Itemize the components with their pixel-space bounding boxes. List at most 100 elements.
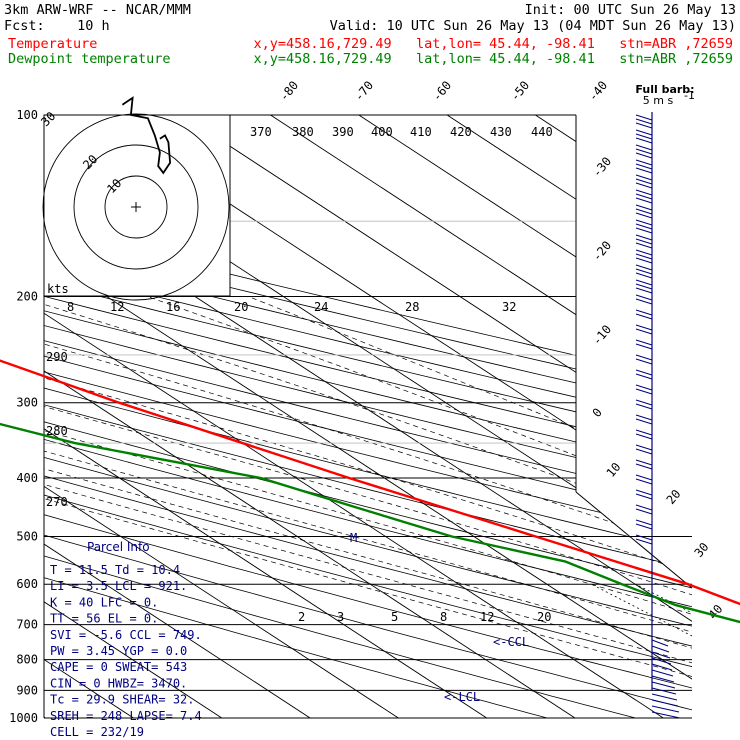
wind-barb	[635, 159, 653, 166]
temp-tick-label: -80	[277, 78, 302, 104]
temp-tick-label: 40	[706, 602, 726, 622]
wind-barb	[635, 523, 653, 530]
wind-barb	[635, 148, 653, 155]
dry-adiabat	[44, 115, 692, 718]
wind-barb	[635, 399, 653, 406]
wind-barb	[651, 705, 680, 713]
wind-barb	[635, 433, 653, 440]
wind-barb	[651, 669, 674, 677]
theta-e-label: 400	[371, 125, 393, 139]
wind-barb	[635, 403, 653, 410]
wind-barb	[635, 272, 653, 279]
pressure-tick-label: 300	[16, 396, 38, 410]
wind-speed-label: 12	[110, 300, 124, 314]
theta-e-label: 430	[490, 125, 512, 139]
dewpoint-location: x,y=458.16,729.49 lat,lon= 45.44, -98.41…	[253, 51, 733, 67]
wind-barb	[635, 197, 653, 204]
theta-e-label: 380	[292, 125, 314, 139]
wind-barb	[635, 283, 653, 290]
wind-barb	[635, 309, 653, 316]
wind-barb	[635, 474, 653, 481]
wind-barbs	[635, 112, 681, 719]
isotherm	[44, 115, 664, 718]
wind-barb	[635, 324, 653, 331]
wind-barb	[635, 478, 653, 485]
isotherm	[446, 115, 692, 718]
wind-barb	[635, 354, 653, 361]
wind-barb	[635, 249, 653, 256]
temp-tick-label: 20	[664, 487, 684, 507]
adiabat-label: 270	[46, 495, 68, 509]
wind-barb	[635, 122, 653, 129]
wind-barb	[635, 463, 653, 470]
temp-tick-label: -30	[590, 154, 615, 180]
wind-barb	[635, 489, 653, 496]
parcel-info-row: TT = 56 EL = 0.	[50, 612, 158, 626]
wind-barb	[635, 182, 653, 189]
mixing-ratio-line	[635, 583, 692, 718]
wind-barb	[635, 118, 653, 125]
wind-barb	[635, 504, 653, 511]
parcel-info-row: CIN = 0 HWBZ= 3470.	[50, 676, 187, 690]
temp-tick-label: -60	[430, 78, 455, 104]
hodograph-ring	[73, 144, 199, 270]
wind-barb	[635, 223, 653, 230]
wind-key-title: Full barb:	[635, 83, 694, 96]
wind-barb	[651, 687, 677, 695]
wind-barb	[635, 193, 653, 200]
isotherm	[44, 115, 223, 718]
wind-barb	[635, 388, 653, 395]
theta-e-label: 390	[332, 125, 354, 139]
pressure-tick-label: 200	[16, 290, 38, 304]
parcel-info-row: Tc = 29.9 SHEAR= 32.	[50, 693, 195, 707]
wind-barb	[635, 144, 653, 151]
wind-barb	[635, 298, 653, 305]
wind-barb	[635, 238, 653, 245]
hodograph-ring	[42, 113, 230, 301]
wind-speed-label: 32	[502, 300, 516, 314]
right-diagonal-edge	[575, 491, 693, 589]
hodograph-ring	[104, 175, 168, 239]
wind-barb	[651, 651, 671, 659]
wind-barb	[635, 493, 653, 500]
isotherm	[270, 115, 692, 718]
pressure-tick-label: 100	[16, 108, 38, 122]
wind-barb	[651, 663, 673, 671]
dry-adiabat	[44, 115, 692, 718]
mixing-ratio-label: 5	[391, 610, 398, 624]
wind-barb	[635, 152, 653, 159]
dry-adiabat	[44, 115, 636, 718]
ccl-marker: <-CCL	[493, 635, 529, 649]
wind-barb	[635, 212, 653, 219]
isotherm	[44, 115, 487, 718]
wind-barb	[635, 429, 653, 436]
wind-barb	[635, 534, 653, 541]
wind-key-value: 5 m s	[643, 94, 674, 107]
dewpoint-legend: Dewpoint temperature	[8, 51, 171, 67]
parcel-info-row: K = 40 LFC = 0.	[50, 595, 158, 609]
wind-barb	[635, 459, 653, 466]
wind-speed-label: 20	[234, 300, 248, 314]
wind-barb	[635, 174, 653, 181]
wind-barb	[635, 204, 653, 211]
temp-tick-label: -70	[352, 78, 377, 104]
dry-adiabat	[44, 115, 692, 718]
wind-barb	[635, 369, 653, 376]
wind-speed-label: 8	[67, 300, 74, 314]
temp-tick-label: 30	[692, 540, 712, 560]
parcel-info-row: SREH = 248 LAPSE= 7.4	[50, 709, 202, 723]
adiabat-label: 280	[46, 424, 68, 438]
isotherm	[358, 115, 692, 718]
temperature-line	[0, 359, 740, 606]
dry-adiabat	[44, 115, 692, 718]
wind-barb	[635, 189, 653, 196]
theta-e-label: 420	[450, 125, 472, 139]
wind-barb	[635, 343, 653, 350]
wind-barb	[635, 253, 653, 260]
wind-barb	[635, 448, 653, 455]
pressure-tick-label: 500	[16, 529, 38, 543]
parcel-info-row: T = 11.5 Td = 10.4	[50, 563, 180, 577]
temperature-legend: Temperature	[8, 36, 97, 52]
model-title: 3km ARW-WRF -- NCAR/MMM	[4, 2, 191, 18]
